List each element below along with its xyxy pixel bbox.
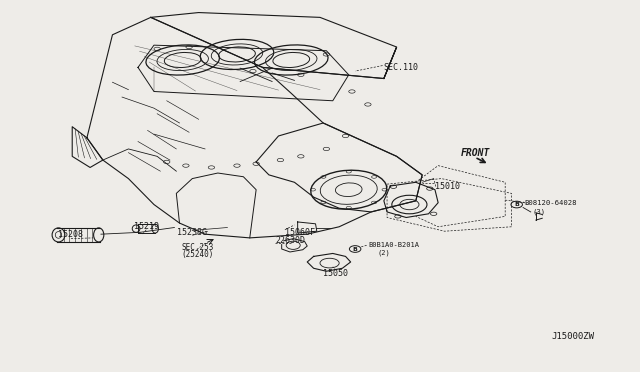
- Text: 15050: 15050: [323, 269, 348, 278]
- Text: (2): (2): [378, 250, 390, 256]
- Text: B08120-64028: B08120-64028: [524, 200, 577, 206]
- Text: B0B1A0-B201A: B0B1A0-B201A: [368, 242, 419, 248]
- Text: 15219: 15219: [134, 221, 159, 231]
- Text: (25240): (25240): [181, 250, 214, 259]
- Text: B: B: [515, 202, 519, 207]
- Text: 22630D: 22630D: [275, 236, 305, 246]
- Text: SEC.253: SEC.253: [181, 243, 214, 252]
- Text: 15238G: 15238G: [177, 228, 207, 237]
- Text: 15208: 15208: [58, 230, 83, 240]
- Text: FRONT: FRONT: [461, 148, 490, 158]
- Text: SEC.110: SEC.110: [384, 63, 419, 72]
- Text: 15010: 15010: [435, 182, 460, 190]
- Text: J15000ZW: J15000ZW: [551, 331, 594, 341]
- Text: B: B: [353, 247, 358, 251]
- Text: (3): (3): [532, 209, 546, 215]
- Text: 15060F: 15060F: [285, 228, 315, 237]
